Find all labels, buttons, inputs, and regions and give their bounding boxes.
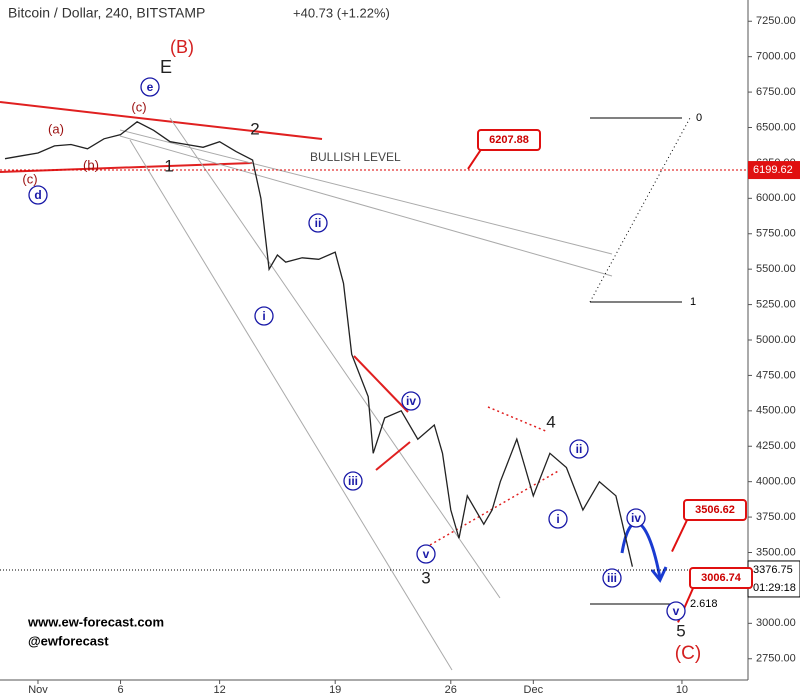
callout-label: 3506.62	[695, 504, 735, 516]
wave-circle	[602, 568, 622, 588]
y-tick-label: 5500.00	[756, 263, 796, 275]
y-tick-label: 4000.00	[756, 476, 796, 488]
y-tick-label: 5750.00	[756, 228, 796, 240]
price-line	[4, 121, 634, 567]
y-tick-label: 4750.00	[756, 369, 796, 381]
wave-label: iv	[631, 511, 641, 525]
wave-label: e	[147, 80, 154, 94]
wave-label: iii	[348, 474, 358, 488]
channel-line	[119, 129, 613, 255]
callout-label: 3006.74	[701, 572, 742, 584]
wave-circle	[569, 439, 589, 459]
price-tag-label: 3376.75	[753, 564, 793, 576]
fib-trend	[589, 117, 691, 303]
wave-circle	[308, 213, 328, 233]
x-tick-label: 10	[676, 684, 688, 696]
wave-label: v	[423, 547, 430, 561]
countdown: 01:29:18	[753, 582, 796, 594]
y-tick-label: 3000.00	[756, 617, 796, 629]
wave-label: ii	[576, 442, 583, 456]
wave-label: (c)	[22, 171, 37, 186]
wave-circle	[548, 509, 568, 529]
change: +40.73 (+1.22%)	[293, 5, 390, 20]
y-tick-label: 7000.00	[756, 51, 796, 63]
x-tick-label: Dec	[524, 684, 544, 696]
wave-label: ii	[315, 216, 322, 230]
y-tick-label: 6750.00	[756, 86, 796, 98]
y-tick-label: 3750.00	[756, 511, 796, 523]
x-tick-label: 12	[213, 684, 225, 696]
y-tick-label: 4250.00	[756, 440, 796, 452]
y-tick-label: 3500.00	[756, 546, 796, 558]
wave-circle	[254, 306, 274, 326]
wave-circle	[140, 77, 160, 97]
wave-label: 3	[421, 568, 430, 587]
channel-line	[129, 139, 453, 671]
price-tag	[748, 161, 800, 180]
trendline	[0, 101, 323, 140]
wedge-line	[353, 355, 409, 413]
callout-box	[689, 567, 753, 589]
wave-label: 2	[250, 119, 259, 138]
wave-label: (b)	[83, 157, 99, 172]
wave-circle	[343, 471, 363, 491]
y-tick-label: 7250.00	[756, 15, 796, 27]
x-tick-label: Nov	[28, 684, 48, 696]
watermark: @ewforecast	[28, 633, 109, 648]
wave-label: 4	[546, 412, 555, 431]
channel-line	[169, 117, 501, 599]
wave-label: (c)	[131, 99, 146, 114]
callout-label: 6207.88	[489, 134, 529, 146]
fib-label: 2.618	[690, 598, 718, 610]
triangle-line	[487, 406, 549, 433]
chart-title: Bitcoin / Dollar, 240, BITSTAMP	[8, 5, 205, 21]
y-tick-label: 5250.00	[756, 298, 796, 310]
wave-circle	[401, 391, 421, 411]
callout-box	[477, 129, 541, 151]
x-tick-label: 19	[329, 684, 341, 696]
channel-line	[119, 135, 613, 277]
y-tick-label: 6000.00	[756, 192, 796, 204]
level-text: BULLISH LEVEL	[310, 150, 401, 164]
wave-label: iv	[406, 394, 416, 408]
wave-label: E	[160, 57, 172, 77]
fib-label: 1	[690, 296, 696, 308]
wave-circle	[416, 544, 436, 564]
price-tag	[747, 560, 800, 598]
y-tick-label: 6500.00	[756, 121, 796, 133]
wedge-line	[375, 441, 411, 471]
arrow-head	[650, 566, 668, 583]
wave-label: (a)	[48, 121, 64, 136]
callout-line	[467, 147, 483, 170]
wave-label: i	[556, 512, 559, 526]
wave-label: i	[262, 309, 265, 323]
price-tag-label: 6199.62	[753, 164, 793, 176]
wave-label: 5	[676, 621, 685, 640]
wave-label: v	[673, 604, 680, 618]
drawings	[0, 101, 691, 671]
wave-label: d	[34, 188, 41, 202]
x-tick-label: 26	[445, 684, 457, 696]
wave-circle	[666, 601, 686, 621]
fib-label: 0	[696, 112, 702, 124]
wave-label: 1	[164, 156, 173, 175]
wave-label: (B)	[170, 37, 194, 57]
callout-line	[671, 517, 689, 552]
y-tick-label: 4500.00	[756, 405, 796, 417]
wave-label: iii	[607, 571, 617, 585]
y-tick-label: 2750.00	[756, 653, 796, 665]
wave-circle	[28, 185, 48, 205]
wave-label: (C)	[675, 643, 701, 664]
callout-box	[683, 499, 747, 521]
x-tick-label: 6	[117, 684, 123, 696]
y-tick-label: 5000.00	[756, 334, 796, 346]
watermark: www.ew-forecast.com	[27, 614, 164, 629]
wave-circle	[626, 508, 646, 528]
